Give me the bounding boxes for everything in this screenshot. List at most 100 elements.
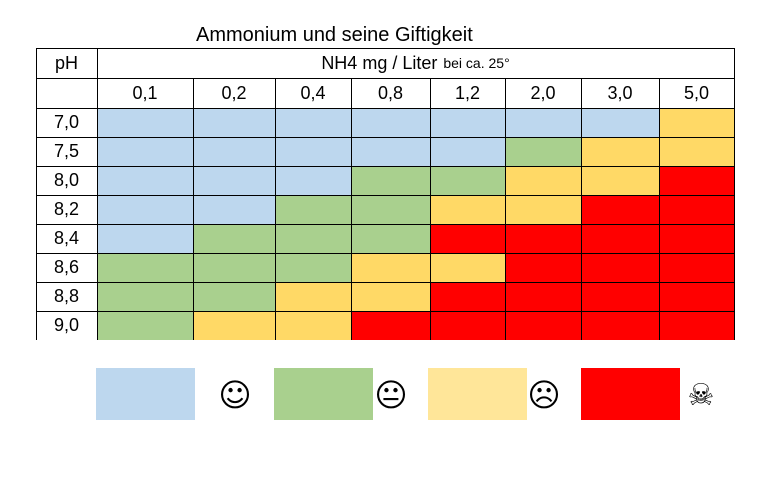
ph-value-label: 8,2 — [53, 199, 80, 219]
heatmap-cell — [193, 311, 275, 340]
heatmap-cell — [275, 108, 351, 137]
nh4-unit-label: NH4 mg / Liter — [321, 52, 438, 73]
heatmap-cell — [659, 108, 734, 137]
heatmap-cell — [351, 224, 430, 253]
heatmap-cell — [351, 311, 430, 340]
heatmap-cell — [505, 311, 581, 340]
smiley-neutral-icon: 😐 — [374, 376, 408, 414]
heatmap-cell — [430, 108, 505, 137]
ph-value-label: 8,0 — [53, 170, 80, 190]
grid-line-vertical — [351, 78, 352, 340]
ph-value-label: 8,8 — [53, 286, 80, 306]
heatmap-cell — [430, 166, 505, 195]
heatmap-cell — [430, 253, 505, 282]
heatmap-cell — [351, 137, 430, 166]
heatmap-cell — [505, 166, 581, 195]
grid-line-horizontal — [36, 282, 734, 283]
heatmap-cell — [351, 166, 430, 195]
heatmap-cell — [193, 195, 275, 224]
grid-line-horizontal — [36, 311, 734, 312]
grid-line-vertical — [581, 78, 582, 340]
heatmap-cell — [97, 282, 193, 311]
legend-swatch — [96, 368, 195, 420]
heatmap-cell — [430, 282, 505, 311]
heatmap-cell — [505, 137, 581, 166]
grid-line-horizontal — [36, 224, 734, 225]
heatmap-cell — [659, 166, 734, 195]
heatmap-cell — [581, 224, 659, 253]
grid-line-horizontal — [36, 166, 734, 167]
heatmap-cell — [193, 166, 275, 195]
heatmap-cell — [97, 224, 193, 253]
heatmap-cell — [275, 195, 351, 224]
heatmap-cell — [430, 137, 505, 166]
heatmap-cell — [581, 108, 659, 137]
heatmap-cell — [581, 253, 659, 282]
heatmap-cell — [275, 137, 351, 166]
heatmap-cell — [351, 282, 430, 311]
heatmap-cell — [581, 137, 659, 166]
grid-line-vertical — [659, 78, 660, 340]
grid-line-vertical — [734, 48, 735, 340]
grid-line-vertical — [430, 78, 431, 340]
skull-crossbones-icon: ☠ — [687, 377, 715, 413]
concentration-label: 5,0 — [683, 82, 710, 103]
grid-line-horizontal — [36, 78, 734, 79]
heatmap-cell — [193, 224, 275, 253]
heatmap-cell — [351, 108, 430, 137]
concentration-label: 1,2 — [454, 82, 481, 103]
heatmap-cell — [430, 224, 505, 253]
heatmap-cell — [97, 253, 193, 282]
grid-line-vertical — [97, 48, 98, 340]
ph-value-label: 8,4 — [53, 228, 80, 248]
heatmap-cell — [581, 311, 659, 340]
heatmap-cell — [659, 311, 734, 340]
ph-header-label: pH — [54, 52, 78, 73]
heatmap-cell — [430, 311, 505, 340]
ph-value-label: 9,0 — [53, 315, 80, 335]
heatmap-cell — [659, 224, 734, 253]
heatmap-cell — [97, 108, 193, 137]
concentration-label: 0,1 — [132, 82, 158, 103]
smiley-sad-icon: ☹ — [527, 376, 561, 414]
heatmap-cell — [505, 108, 581, 137]
heatmap-cell — [581, 166, 659, 195]
heatmap-cell — [193, 282, 275, 311]
heatmap-cell — [659, 195, 734, 224]
nh4-header-label: NH4 mg / Liter bei ca. 25° — [97, 48, 734, 78]
ph-value-label: 7,0 — [53, 112, 80, 132]
grid-line-vertical — [505, 78, 506, 340]
heatmap-cell — [193, 108, 275, 137]
ph-value-label: 8,6 — [53, 257, 80, 277]
grid-line-horizontal — [36, 48, 734, 49]
grid-line-horizontal — [36, 253, 734, 254]
heatmap-cell — [275, 311, 351, 340]
chart-title: Ammonium und seine Giftigkeit — [196, 24, 473, 46]
smiley-happy-icon: ☺ — [218, 376, 252, 414]
heatmap-cell — [275, 282, 351, 311]
heatmap-cell — [275, 224, 351, 253]
legend-swatch — [274, 368, 373, 420]
grid-line-horizontal — [36, 137, 734, 138]
heatmap-cell — [505, 224, 581, 253]
heatmap-cell — [581, 282, 659, 311]
heatmap-cell — [659, 282, 734, 311]
heatmap-cell — [351, 195, 430, 224]
heatmap-cell — [275, 166, 351, 195]
concentration-label: 0,2 — [221, 82, 247, 103]
grid-line-horizontal — [36, 108, 734, 109]
legend-swatch — [428, 368, 527, 420]
heatmap-cell — [193, 137, 275, 166]
ph-value-label: 7,5 — [53, 141, 80, 161]
heatmap-cell — [505, 195, 581, 224]
heatmap-cell — [430, 195, 505, 224]
heatmap-cell — [97, 311, 193, 340]
heatmap-cell — [97, 166, 193, 195]
grid-line-vertical — [193, 78, 194, 340]
grid-line-vertical — [275, 78, 276, 340]
concentration-label: 3,0 — [607, 82, 633, 103]
heatmap-cell — [351, 253, 430, 282]
concentration-label: 0,8 — [377, 82, 404, 103]
heatmap-cell — [275, 253, 351, 282]
